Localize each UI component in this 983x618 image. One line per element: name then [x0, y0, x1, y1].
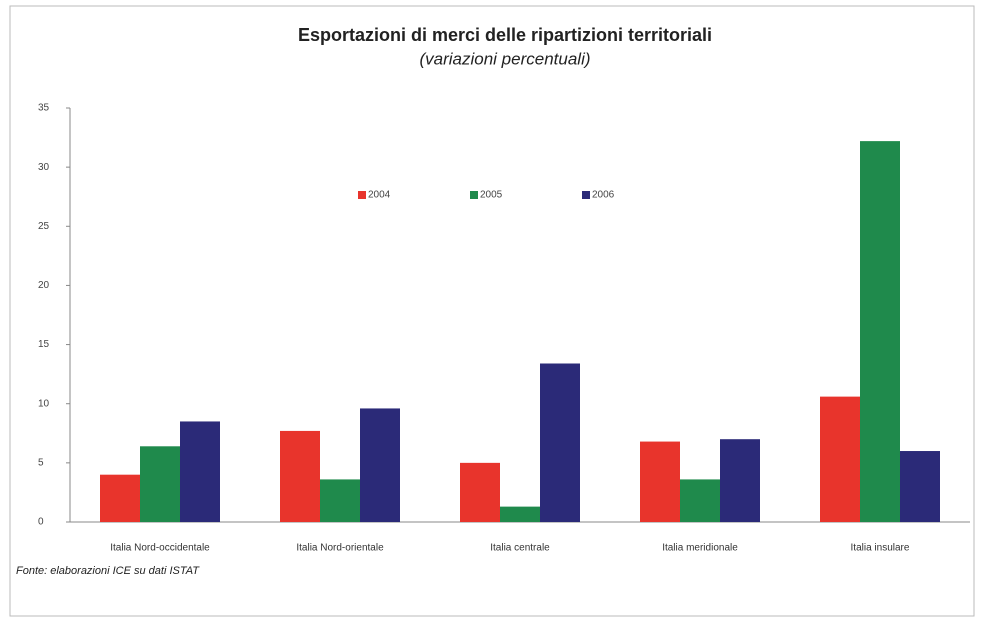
bar	[460, 462, 500, 522]
bar	[100, 474, 140, 522]
y-tick-label: 25	[38, 221, 50, 232]
x-tick-label: Italia Nord-occidentale	[110, 543, 210, 554]
y-tick-label: 30	[38, 162, 50, 173]
legend-label: 2005	[480, 190, 503, 201]
chart-title: Esportazioni di merci delle ripartizioni…	[298, 25, 712, 45]
bar	[860, 141, 900, 522]
bar	[360, 408, 400, 522]
source-note: Fonte: elaborazioni ICE su dati ISTAT	[16, 565, 200, 577]
bar	[680, 479, 720, 522]
x-tick-label: Italia centrale	[490, 543, 550, 554]
legend-swatch	[470, 191, 478, 199]
legend-label: 2004	[368, 190, 391, 201]
bar	[180, 421, 220, 522]
bar	[720, 439, 760, 522]
y-tick-label: 0	[38, 517, 44, 528]
y-tick-label: 10	[38, 398, 50, 409]
bar	[900, 451, 940, 522]
y-tick-label: 5	[38, 457, 44, 468]
y-tick-label: 15	[38, 339, 50, 350]
bar	[280, 430, 320, 522]
bar	[820, 396, 860, 522]
bar	[640, 441, 680, 522]
bar	[540, 363, 580, 522]
x-tick-label: Italia insulare	[851, 543, 910, 554]
legend-swatch	[582, 191, 590, 199]
bar	[500, 506, 540, 522]
frame	[9, 5, 975, 617]
chart-subtitle: (variazioni percentuali)	[419, 49, 590, 68]
y-tick-label: 20	[38, 280, 50, 291]
y-tick-label: 35	[38, 103, 50, 114]
bar	[140, 446, 180, 522]
x-tick-label: Italia meridionale	[662, 543, 738, 554]
legend-label: 2006	[592, 190, 615, 201]
legend-swatch	[358, 191, 366, 199]
bar	[320, 479, 360, 522]
x-tick-label: Italia Nord-orientale	[296, 543, 384, 554]
